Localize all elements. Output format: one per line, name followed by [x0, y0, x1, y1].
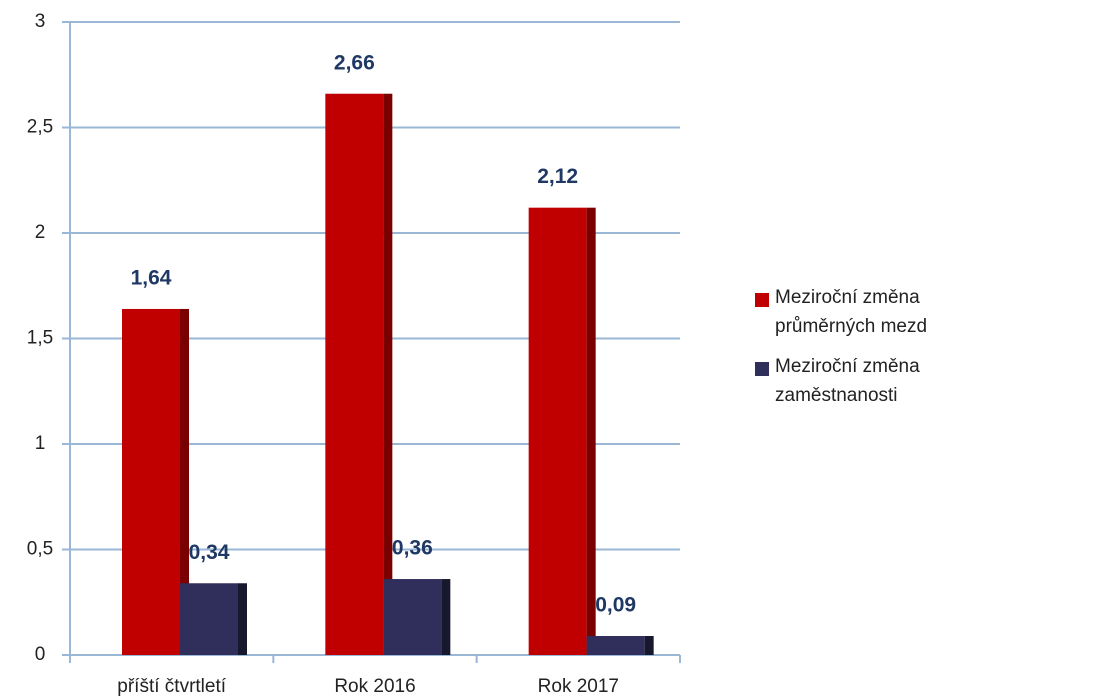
y-tick-label: 0,5 [27, 539, 53, 560]
data-label: 0,34 [189, 541, 230, 564]
data-label: 0,09 [595, 594, 636, 617]
bar-side [586, 207, 596, 655]
data-label: 1,64 [131, 267, 172, 290]
legend-label: Meziroční změna průměrných mezd [775, 287, 928, 337]
bar-side [180, 308, 189, 655]
y-tick-label: 3 [35, 11, 46, 32]
y-tick-label: 1 [35, 433, 46, 454]
bar [383, 579, 442, 655]
bar-side [238, 583, 247, 655]
legend-item: Meziroční změna průměrných mezd [755, 287, 1055, 341]
y-tick-label: 0 [35, 644, 46, 665]
legend-item: Meziroční změna zaměstnanosti [755, 356, 1055, 410]
legend-swatch [755, 362, 769, 376]
x-tick-label: Rok 2017 [538, 676, 619, 697]
legend: Meziroční změna průměrných mezd Meziroční… [755, 287, 1055, 426]
bar-side [644, 636, 654, 655]
x-tick-label: Rok 2016 [334, 676, 415, 697]
y-tick-label: 2 [35, 222, 46, 243]
bar [325, 93, 384, 656]
data-label: 2,12 [537, 165, 578, 188]
data-label: 2,66 [334, 51, 375, 74]
bar [122, 308, 180, 655]
bar [586, 636, 645, 655]
bar [528, 207, 587, 655]
x-tick-label: příští čtvrtletí [117, 676, 226, 697]
bar-side [441, 579, 451, 655]
bar [180, 583, 238, 655]
bar-side [383, 93, 393, 656]
data-label: 0,36 [392, 537, 433, 560]
y-tick-label: 1,5 [27, 328, 53, 349]
legend-label: Meziroční změna zaměstnanosti [775, 356, 920, 406]
y-tick-label: 2,5 [27, 117, 53, 138]
legend-swatch [755, 293, 769, 307]
